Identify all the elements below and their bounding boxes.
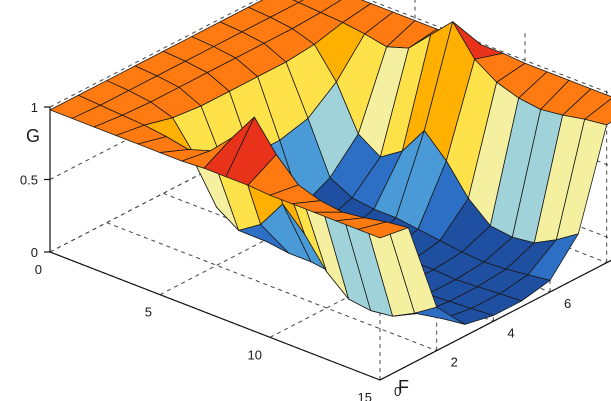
x-tick-label: 4 — [507, 325, 514, 340]
y-tick-label: 5 — [145, 305, 152, 320]
y-tick-label: 15 — [358, 390, 372, 401]
z-tick-label: 1 — [31, 100, 38, 115]
x-tick-label: 6 — [564, 296, 571, 311]
surface-facet-0-8 — [292, 0, 304, 3]
surface-facet-14-0 — [357, 221, 409, 239]
grid-line-z — [49, 0, 611, 108]
x-tick-label: 0 — [394, 384, 401, 399]
y-tick-label: 0 — [35, 262, 42, 277]
floor-grid-x — [106, 222, 437, 352]
z-tick-label: 0.5 — [20, 173, 38, 188]
x-tick-label: 2 — [451, 355, 458, 370]
x-axis-line — [379, 259, 611, 381]
y-tick-label: 10 — [248, 347, 262, 362]
z-tick-label: 0 — [31, 245, 38, 260]
axis-ticks: 00.5105101502468 — [20, 100, 611, 401]
z-axis-label: G — [26, 126, 40, 146]
x-axis-label: F — [398, 377, 409, 397]
surface — [49, 0, 611, 325]
y-axis-line — [49, 251, 381, 381]
